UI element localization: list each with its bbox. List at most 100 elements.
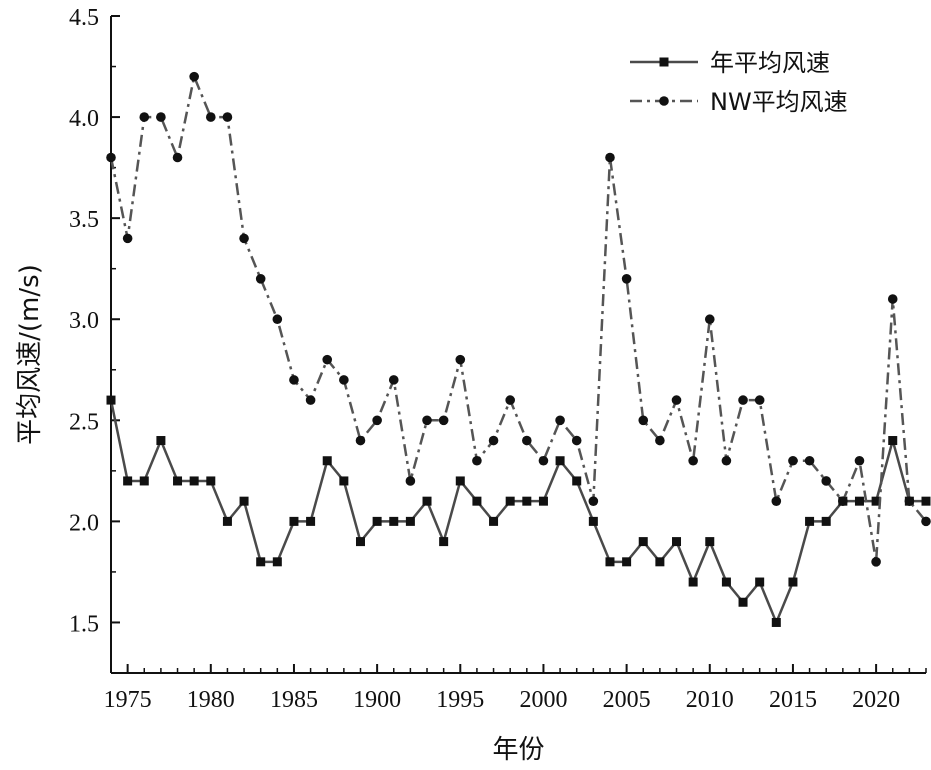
data-point (489, 516, 499, 526)
data-point (672, 537, 682, 547)
data-point (721, 577, 731, 587)
x-tick-label: 1985 (270, 687, 318, 713)
data-point (688, 455, 698, 466)
data-point (738, 597, 748, 607)
data-point (538, 455, 549, 466)
data-point (439, 537, 449, 547)
data-point (588, 496, 599, 506)
x-tick-label: 2005 (603, 687, 651, 713)
data-point (705, 537, 715, 547)
data-point (755, 577, 765, 587)
data-point (871, 496, 881, 506)
axes (110, 16, 926, 674)
data-point (272, 314, 283, 325)
data-point (305, 395, 316, 405)
data-point (854, 455, 865, 466)
data-point (372, 415, 382, 426)
data-point (605, 557, 615, 567)
data-point (655, 435, 665, 446)
legend-label-nw-mean: NW平均风速 (710, 88, 848, 116)
data-point (139, 112, 150, 122)
data-point (255, 274, 266, 284)
data-point (505, 395, 515, 405)
y-tick-label: 4.0 (69, 106, 99, 132)
x-tick-label: 2015 (769, 687, 817, 713)
x-tick-label: 1980 (187, 687, 235, 713)
x-tick-label: 1995 (436, 687, 484, 713)
data-point (339, 476, 349, 486)
data-point (455, 476, 465, 486)
data-point (222, 112, 233, 122)
data-point (805, 516, 815, 526)
data-point (788, 455, 798, 466)
x-axis-title: 年份 (492, 735, 544, 765)
data-point (106, 395, 116, 405)
data-point (172, 152, 183, 163)
data-point (106, 152, 116, 163)
series-1 (106, 71, 931, 567)
data-point (422, 496, 432, 506)
data-point (605, 152, 615, 163)
data-point (871, 557, 881, 567)
series-0 (106, 395, 931, 627)
data-point (804, 455, 815, 466)
data-point (688, 577, 698, 587)
y-tick-label: 1.5 (69, 611, 99, 637)
data-point (538, 496, 548, 506)
data-point (638, 537, 648, 547)
data-point (638, 415, 649, 426)
data-point (488, 435, 499, 446)
data-point (754, 395, 765, 405)
legend-item-annual-mean: 年平均风速 (630, 49, 830, 77)
y-ticks: 1.5 2.0 2.5 3.0 3.5 4.0 4.5 (69, 5, 120, 674)
data-point (838, 496, 848, 506)
data-point (921, 516, 931, 527)
data-point (671, 395, 682, 405)
x-ticks: 1975 1980 1985 1900 1995 2000 2005 2010 2015 2020 (104, 664, 927, 713)
data-point (522, 435, 532, 446)
legend-marker-annual-mean (659, 57, 669, 67)
data-point (289, 375, 299, 385)
data-point (555, 415, 565, 426)
data-point (322, 354, 333, 365)
legend-item-nw-mean: NW平均风速 (630, 88, 848, 116)
data-point (522, 496, 532, 506)
data-point (122, 233, 133, 244)
data-point (173, 476, 183, 486)
data-point (904, 496, 915, 506)
y-axis-title: 平均风速/(m/s) (15, 264, 45, 445)
data-point (272, 557, 282, 567)
data-point (655, 557, 665, 567)
x-tick-label: 2020 (852, 687, 900, 713)
data-point (239, 496, 249, 506)
data-point (388, 375, 399, 385)
series-line-1 (109, 75, 927, 564)
data-point (738, 395, 748, 405)
data-point (156, 436, 166, 446)
x-tick-label: 2010 (686, 687, 734, 713)
data-point (438, 415, 449, 426)
data-point (189, 71, 199, 82)
data-point (189, 476, 199, 486)
data-point (355, 537, 365, 547)
data-point (222, 516, 232, 526)
data-point (854, 496, 864, 506)
data-point (239, 233, 249, 244)
data-point (139, 476, 149, 486)
legend-label-annual-mean: 年平均风速 (710, 49, 830, 77)
data-point (505, 496, 515, 506)
y-tick-label: 4.5 (69, 5, 99, 31)
data-point (921, 496, 931, 506)
data-point (372, 516, 382, 526)
data-point (704, 314, 715, 325)
series-layer (106, 71, 931, 627)
data-point (322, 456, 332, 466)
data-point (571, 435, 582, 446)
data-point (355, 435, 366, 446)
data-point (405, 476, 416, 486)
data-point (289, 516, 299, 526)
data-point (888, 436, 898, 446)
data-point (306, 516, 316, 526)
data-point (256, 557, 266, 567)
data-point (788, 577, 798, 587)
